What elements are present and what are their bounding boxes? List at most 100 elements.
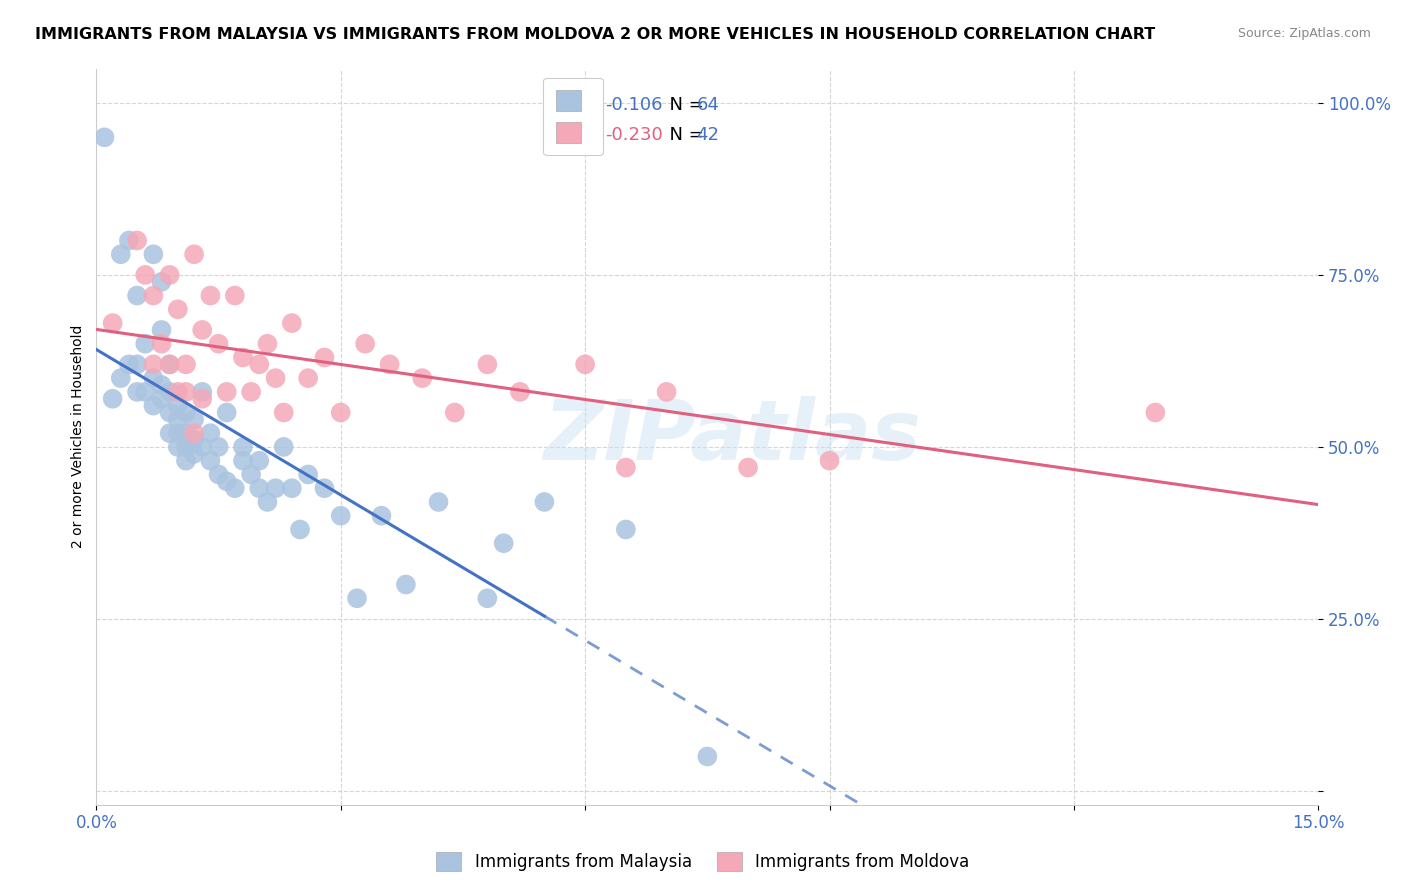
- Point: [232, 453, 254, 467]
- Point: [125, 234, 148, 248]
- Point: [183, 447, 205, 461]
- Point: [174, 440, 197, 454]
- Legend: Immigrants from Malaysia, Immigrants from Moldova: Immigrants from Malaysia, Immigrants fro…: [429, 843, 977, 880]
- Text: -0.106: -0.106: [605, 95, 662, 114]
- Point: [224, 288, 246, 302]
- Point: [281, 316, 304, 330]
- Point: [183, 247, 205, 261]
- Text: N =: N =: [658, 126, 710, 144]
- Point: [174, 357, 197, 371]
- Y-axis label: 2 or more Vehicles in Household: 2 or more Vehicles in Household: [72, 325, 86, 549]
- Point: [150, 378, 173, 392]
- Point: [314, 351, 336, 365]
- Point: [207, 440, 229, 454]
- Point: [297, 371, 319, 385]
- Point: [264, 371, 287, 385]
- Point: [166, 412, 188, 426]
- Point: [655, 384, 678, 399]
- Point: [207, 467, 229, 482]
- Point: [288, 523, 311, 537]
- Point: [411, 371, 433, 385]
- Point: [215, 405, 238, 419]
- Point: [166, 384, 188, 399]
- Point: [166, 426, 188, 441]
- Point: [159, 405, 181, 419]
- Point: [134, 336, 156, 351]
- Point: [142, 247, 165, 261]
- Point: [191, 440, 214, 454]
- Point: [207, 336, 229, 351]
- Point: [232, 440, 254, 454]
- Point: [125, 384, 148, 399]
- Point: [264, 481, 287, 495]
- Point: [142, 288, 165, 302]
- Point: [159, 268, 181, 282]
- Point: [370, 508, 392, 523]
- Point: [118, 234, 141, 248]
- Text: IMMIGRANTS FROM MALAYSIA VS IMMIGRANTS FROM MOLDOVA 2 OR MORE VEHICLES IN HOUSEH: IMMIGRANTS FROM MALAYSIA VS IMMIGRANTS F…: [35, 27, 1156, 42]
- Point: [174, 453, 197, 467]
- Text: Source: ZipAtlas.com: Source: ZipAtlas.com: [1237, 27, 1371, 40]
- Point: [125, 288, 148, 302]
- Point: [174, 426, 197, 441]
- Point: [477, 357, 499, 371]
- Point: [329, 508, 352, 523]
- Point: [281, 481, 304, 495]
- Point: [427, 495, 450, 509]
- Point: [166, 302, 188, 317]
- Point: [297, 467, 319, 482]
- Point: [110, 371, 132, 385]
- Point: [159, 357, 181, 371]
- Point: [150, 392, 173, 406]
- Point: [191, 392, 214, 406]
- Point: [256, 336, 278, 351]
- Point: [818, 453, 841, 467]
- Point: [329, 405, 352, 419]
- Point: [125, 357, 148, 371]
- Point: [247, 481, 270, 495]
- Point: [174, 405, 197, 419]
- Point: [183, 433, 205, 447]
- Point: [142, 371, 165, 385]
- Point: [166, 440, 188, 454]
- Point: [443, 405, 465, 419]
- Point: [150, 275, 173, 289]
- Point: [183, 426, 205, 441]
- Point: [696, 749, 718, 764]
- Point: [232, 351, 254, 365]
- Point: [150, 323, 173, 337]
- Point: [395, 577, 418, 591]
- Text: ZIPatlas: ZIPatlas: [543, 396, 921, 477]
- Point: [150, 336, 173, 351]
- Text: R =: R =: [558, 126, 598, 144]
- Point: [614, 523, 637, 537]
- Point: [224, 481, 246, 495]
- Text: 64: 64: [696, 95, 718, 114]
- Text: N =: N =: [658, 95, 710, 114]
- Point: [477, 591, 499, 606]
- Point: [183, 412, 205, 426]
- Point: [273, 405, 295, 419]
- Point: [354, 336, 377, 351]
- Point: [159, 426, 181, 441]
- Point: [240, 467, 263, 482]
- Point: [191, 384, 214, 399]
- Point: [314, 481, 336, 495]
- Legend: , : ,: [543, 78, 603, 155]
- Point: [110, 247, 132, 261]
- Point: [142, 357, 165, 371]
- Text: R =: R =: [558, 95, 598, 114]
- Point: [378, 357, 401, 371]
- Point: [118, 357, 141, 371]
- Point: [142, 399, 165, 413]
- Point: [134, 268, 156, 282]
- Point: [166, 399, 188, 413]
- Point: [533, 495, 555, 509]
- Point: [159, 384, 181, 399]
- Point: [509, 384, 531, 399]
- Point: [200, 453, 222, 467]
- Point: [240, 384, 263, 399]
- Point: [737, 460, 759, 475]
- Point: [101, 316, 124, 330]
- Text: 42: 42: [696, 126, 720, 144]
